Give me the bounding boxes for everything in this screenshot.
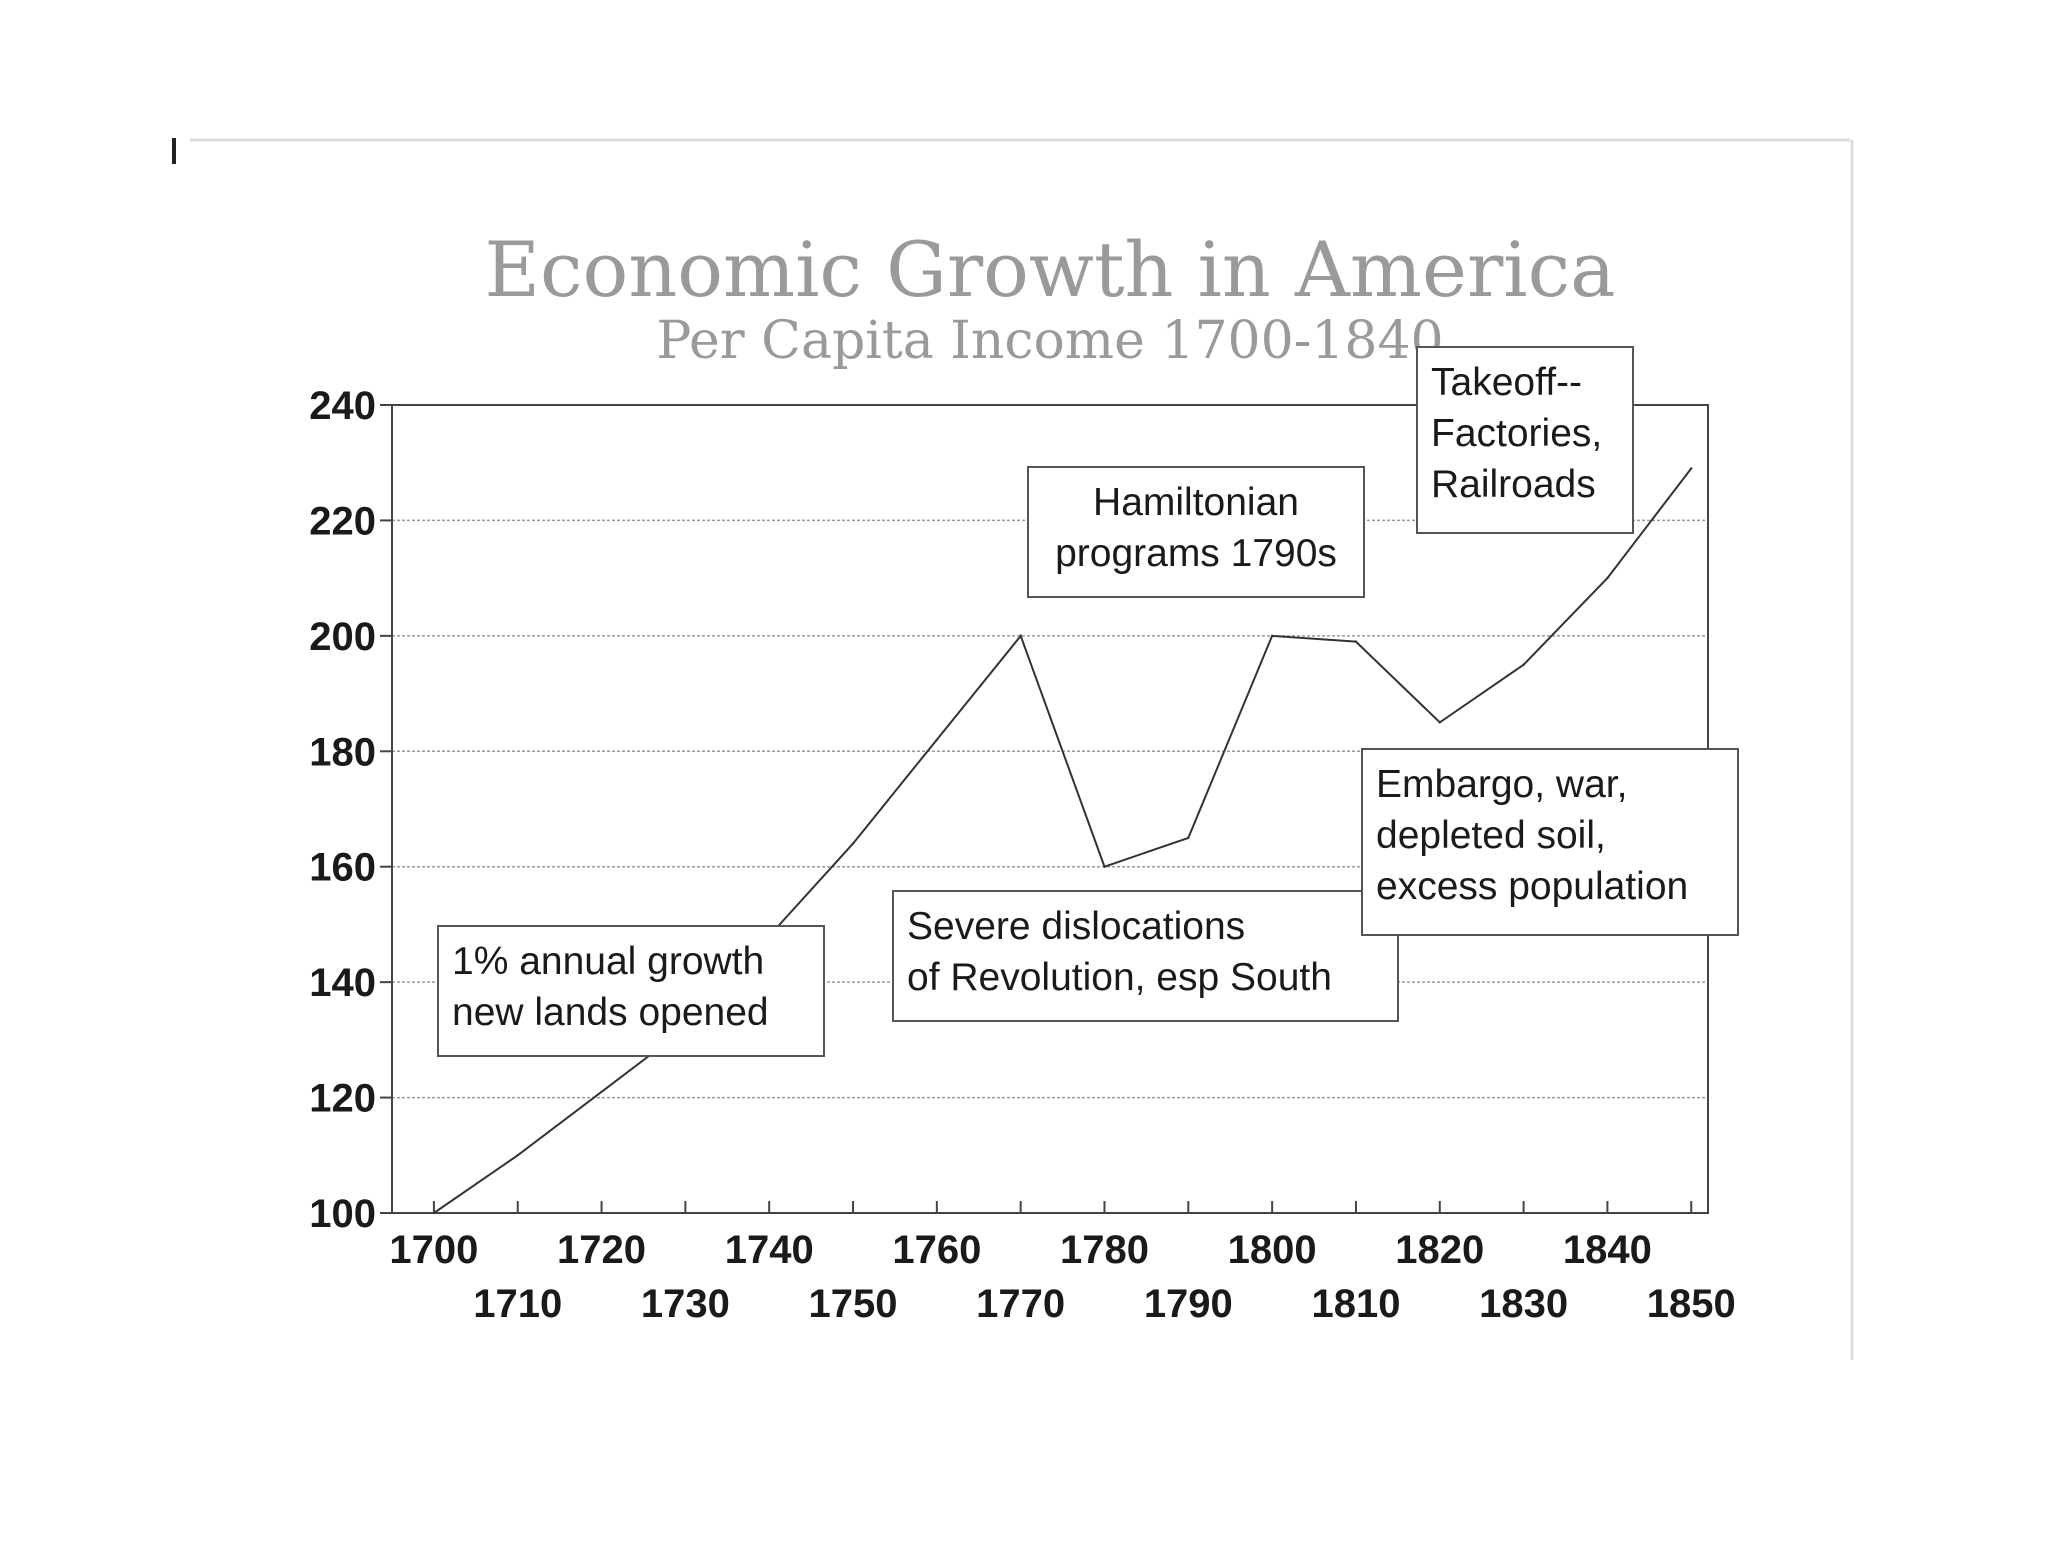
x-tick-label-1840: 1840: [1563, 1228, 1652, 1272]
x-tick-label-1720: 1720: [557, 1228, 646, 1272]
annotation-box-2: [892, 890, 1399, 1022]
annotation-box-1: [437, 925, 825, 1057]
y-tick-label-100: 100: [309, 1192, 376, 1236]
x-tick-label-1770: 1770: [976, 1282, 1065, 1326]
y-tick-label-180: 180: [309, 730, 376, 774]
annotation-5-line-3: Railroads: [1431, 463, 1596, 506]
x-tick-label-1830: 1830: [1479, 1282, 1568, 1326]
x-tick-label-1800: 1800: [1228, 1228, 1317, 1272]
y-tick-label-200: 200: [309, 615, 376, 659]
data-point-1750: [851, 842, 855, 845]
x-tick-label-1710: 1710: [473, 1282, 562, 1326]
x-tick-label-1760: 1760: [892, 1228, 981, 1272]
x-axis: 1700 1710 1720 1730 1740 1750 1760 1770 1780 1790…: [389, 1201, 1736, 1326]
annotation-2-line-2: of Revolution, esp South: [907, 956, 1332, 999]
x-tick-label-1790: 1790: [1144, 1282, 1233, 1326]
annotation-3: Hamiltonian programs 1790s: [1027, 466, 1365, 598]
annotation-4-line-1: Embargo, war,: [1376, 763, 1627, 806]
annotation-3-line-1: Hamiltonian: [1093, 481, 1299, 524]
annotation-1-line-2: new lands opened: [452, 991, 769, 1034]
x-tick-label-1820: 1820: [1395, 1228, 1484, 1272]
data-point-1820: [1438, 721, 1441, 724]
annotation-4: Embargo, war, depleted soil, excess popula…: [1361, 748, 1739, 936]
x-tick-label-1810: 1810: [1311, 1282, 1400, 1326]
chart-title: Economic Growth in America: [485, 225, 1616, 314]
annotation-1: 1% annual growth new lands opened: [437, 925, 825, 1057]
annotation-3-line-2: programs 1790s: [1055, 532, 1337, 575]
chart-subtitle: Per Capita Income 1700-1840: [656, 311, 1443, 371]
data-point-1780: [1103, 865, 1106, 868]
series-line-0: [433, 467, 1692, 1214]
x-tick-label-1850: 1850: [1647, 1282, 1736, 1326]
y-tick-label-140: 140: [309, 961, 376, 1005]
data-point-1720: [600, 1090, 603, 1094]
y-axis: 100 120 140 160 180 200 220 240: [309, 384, 392, 1236]
annotations: 1% annual growth new lands opened Severe d…: [437, 346, 1739, 1057]
scan-mark: [172, 138, 176, 164]
annotation-5-line-1: Takeoff--: [1431, 361, 1582, 404]
y-tick-label-160: 160: [309, 846, 376, 890]
data-point-1830: [1522, 663, 1525, 666]
data-point-1790: [1187, 836, 1190, 840]
x-tick-label-1750: 1750: [809, 1282, 898, 1326]
x-tick-label-1780: 1780: [1060, 1228, 1149, 1272]
data-point-1710: [516, 1154, 519, 1157]
annotation-1-line-1: 1% annual growth: [452, 940, 764, 983]
data-point-1850: [1690, 467, 1693, 470]
data-point-1810: [1354, 640, 1358, 643]
y-tick-label-240: 240: [309, 384, 376, 428]
annotation-box-3: [1027, 466, 1365, 598]
annotation-4-line-2: depleted soil,: [1376, 814, 1606, 857]
annotation-box-4: [1361, 748, 1739, 936]
data-point-1840: [1606, 576, 1609, 580]
x-tick-label-1700: 1700: [389, 1228, 478, 1272]
data-point-1770: [1019, 634, 1022, 638]
annotation-5: Takeoff-- Factories, Railroads: [1416, 346, 1634, 534]
data-point-1760: [935, 738, 939, 741]
annotation-5-line-2: Factories,: [1431, 412, 1602, 455]
annotation-box-5: [1416, 346, 1634, 534]
annotation-2: Severe dislocations of Revolution, esp So…: [892, 890, 1399, 1022]
annotation-2-line-1: Severe dislocations: [907, 905, 1245, 948]
x-tick-label-1730: 1730: [641, 1282, 730, 1326]
y-tick-label-220: 220: [309, 499, 376, 543]
data-point-1700: [432, 1211, 436, 1215]
x-tick-label-1740: 1740: [725, 1228, 814, 1272]
annotation-4-line-3: excess population: [1376, 865, 1688, 908]
data-point-1800: [1270, 634, 1274, 638]
y-tick-label-120: 120: [309, 1077, 376, 1121]
